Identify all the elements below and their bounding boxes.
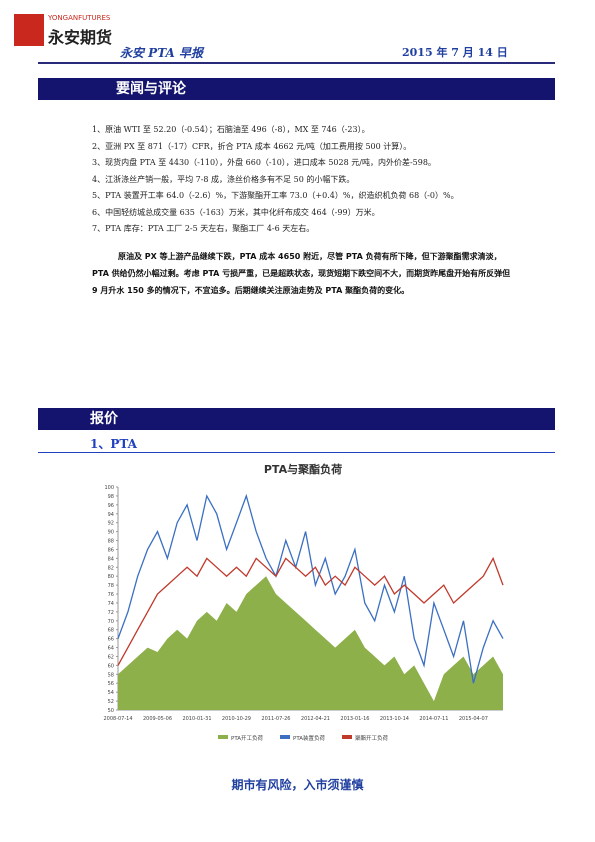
subheading: 1、PTA [90, 437, 137, 451]
y-tick-label: 90 [108, 530, 114, 536]
y-tick-label: 50 [108, 708, 114, 714]
y-tick-label: 82 [108, 565, 114, 571]
x-tick-label: 2009-05-06 [143, 716, 172, 722]
news-item: 1、原油 WTI 至 52.20（-0.54）；石脑油至 496（-8），MX … [92, 125, 370, 134]
x-tick-label: 2008-07-14 [103, 716, 132, 722]
x-tick-label: 2014-07-11 [419, 716, 448, 722]
y-tick-label: 80 [108, 574, 114, 580]
news-item: 5、PTA 装置开工率 64.0（-2.6）%，下游聚酯开工率 73.0（+0.… [92, 191, 459, 200]
x-tick-label: 2010-10-29 [222, 716, 251, 722]
news-item: 2、亚洲 PX 至 871（-17）CFR，折合 PTA 成本 4662 元/吨… [92, 141, 412, 151]
legend-label: 聚酯开工负荷 [355, 734, 389, 742]
report-title: 永安 PTA 早报 [120, 46, 203, 60]
y-tick-label: 64 [108, 646, 114, 652]
y-tick-label: 56 [108, 681, 114, 687]
footer: 期市有风险，入市须谨慎 [231, 778, 364, 792]
section-bar: 要闻与评论 [38, 78, 555, 100]
y-tick-label: 76 [108, 592, 114, 598]
logo-cn: 永安期货 [48, 28, 113, 47]
y-tick-label: 60 [108, 663, 114, 669]
line [117, 556, 504, 666]
section-heading: 报价 [90, 411, 118, 427]
x-tick-label: 2010-01-31 [182, 716, 211, 722]
y-tick-label: 58 [108, 672, 114, 678]
y-tick-label: 86 [108, 547, 114, 553]
section-bar: 报价 [38, 408, 555, 430]
y-tick-label: 92 [108, 521, 114, 527]
y-tick-label: 62 [108, 654, 114, 660]
header-rule [38, 62, 555, 64]
y-tick-label: 52 [108, 699, 114, 705]
comment: 原油及 PX 等上游产品继续下跌，PTA 成本 4650 附近，尽管 PTA 负… [92, 252, 511, 295]
legend-swatch [280, 735, 290, 739]
legend-swatch [342, 735, 352, 739]
y-tick-label: 88 [108, 539, 114, 545]
y-tick-label: 98 [108, 494, 114, 500]
y-tick-label: 100 [104, 485, 114, 491]
report-date: 2015 年 7 月 14 日 [402, 46, 508, 59]
chart: PTA与聚酯负荷 50 52 54 56 58 60 62 64 66 68 70 72 74 76 78 8… [88, 455, 518, 755]
x-tick-label: 2012-04-21 [301, 716, 330, 722]
news-item: 4、江浙涤丝产销一般，平均 7-8 成，涤丝价格多有不足 50 的小幅下跌。 [92, 174, 355, 184]
area [118, 576, 503, 710]
sub-rule [38, 452, 555, 453]
chart-title: PTA与聚酯负荷 [264, 462, 342, 476]
logo-icon [14, 14, 44, 46]
line [117, 493, 504, 684]
y-tick-label: 72 [108, 610, 114, 616]
x-tick-label: 2013-01-16 [340, 716, 369, 722]
section-heading: 要闻与评论 [116, 81, 186, 97]
y-tick-label: 94 [108, 512, 114, 518]
x-tick-label: 2013-10-14 [380, 716, 409, 722]
legend-label: PTA开工负荷 [231, 734, 264, 742]
x-tick-label: 2011-07-26 [261, 716, 290, 722]
logo-en: YONGANFUTURES [48, 14, 111, 22]
y-tick-label: 66 [108, 637, 114, 643]
y-tick-label: 68 [108, 628, 114, 634]
y-tick-label: 70 [108, 619, 114, 625]
y-tick-label: 84 [108, 556, 114, 562]
news-item: 7、PTA 库存：PTA 工厂 2-5 天左右，聚酯工厂 4-6 天左右。 [92, 224, 315, 233]
y-tick-label: 78 [108, 583, 114, 589]
y-tick-label: 54 [108, 690, 114, 696]
legend-swatch [218, 735, 228, 739]
y-tick-label: 74 [108, 601, 114, 607]
x-tick-label: 2015-04-07 [459, 716, 488, 722]
news-item: 3、现货内盘 PTA 至 4430（-110），外盘 660（-10），进口成本… [92, 158, 436, 167]
legend-label: PTA装置负荷 [293, 734, 326, 742]
news-item: 6、中国轻纺城总成交量 635（-163）万米，其中化纤布成交 464（-99）… [92, 207, 380, 217]
y-tick-label: 96 [108, 503, 114, 509]
